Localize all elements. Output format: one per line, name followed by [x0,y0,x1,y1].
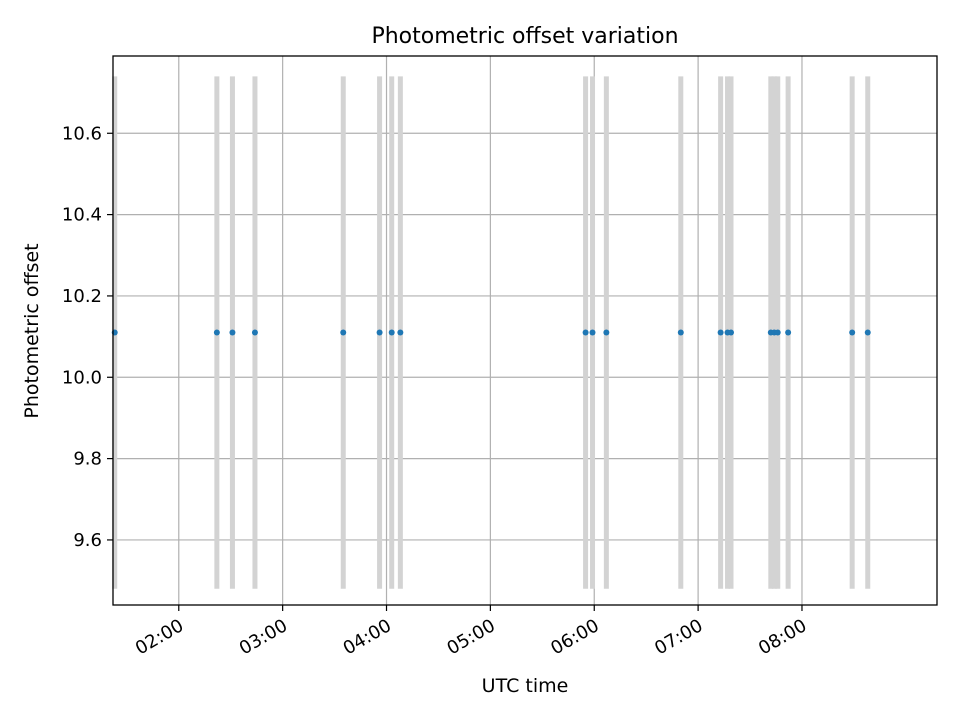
data-point [849,329,856,336]
y-axis: 9.6 9.8 10.0 10.2 10.4 10.6 [62,123,113,551]
x-tick-label: 03:00 [236,615,291,659]
grid-lines [113,56,937,605]
data-point [774,329,781,336]
x-tick-label: 06:00 [547,615,602,659]
x-tick-label: 07:00 [651,615,706,659]
y-tick-label: 10.0 [62,367,102,388]
x-tick-label: 04:00 [340,615,395,659]
y-tick-label: 10.4 [62,205,102,226]
x-tick-label: 05:00 [443,615,498,659]
data-point [677,329,684,336]
data-point [213,329,220,336]
data-point [582,329,589,336]
data-point [388,329,395,336]
y-tick-label: 9.6 [73,530,102,551]
data-points [111,329,871,336]
data-point [589,329,596,336]
y-tick-label: 10.2 [62,286,102,307]
x-axis: 02:00 03:00 04:00 05:00 06:00 07:00 08:00 [132,605,810,659]
y-tick-label: 10.6 [62,123,102,144]
error-bars [112,76,871,589]
data-point [376,329,383,336]
x-axis-label: UTC time [482,675,569,697]
data-point [397,329,404,336]
data-point [251,329,258,336]
data-point [229,329,236,336]
data-point [864,329,871,336]
data-point [340,329,347,336]
x-tick-label: 02:00 [132,615,187,659]
data-point [717,329,724,336]
data-point [785,329,792,336]
data-point [728,329,734,336]
plot-frame [112,55,938,606]
x-tick-label: 08:00 [755,615,810,659]
chart-title: Photometric offset variation [371,24,678,49]
y-tick-label: 9.8 [73,449,102,470]
data-point [603,329,610,336]
y-axis-label: Photometric offset [21,243,43,418]
